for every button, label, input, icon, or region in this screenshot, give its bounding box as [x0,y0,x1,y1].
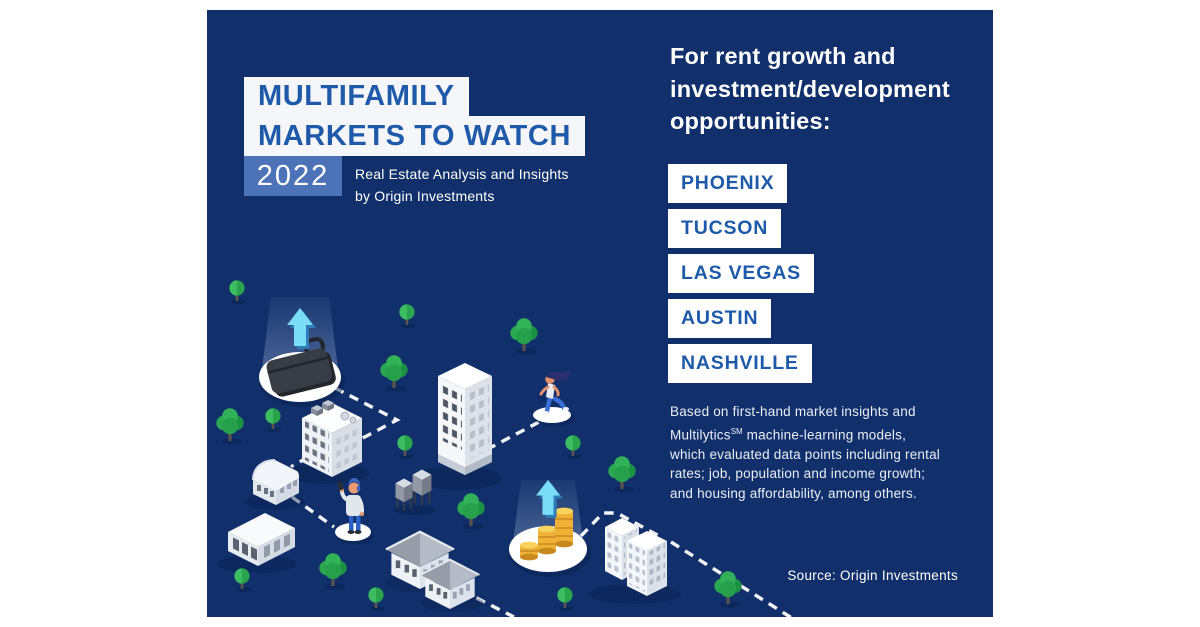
water-towers [394,468,436,515]
subtitle: Real Estate Analysis and Insights by Ori… [355,163,569,207]
note-line-4: rates; job, population and income growth… [670,466,926,481]
subtitle-line-2: by Origin Investments [355,188,495,204]
right-heading: For rent growth and investment/developme… [670,40,950,138]
title-line-1: MULTIFAMILY [244,77,469,116]
house [383,530,486,613]
city-list: PHOENIX TUCSON LAS VEGAS AUSTIN NASHVILL… [668,164,814,389]
heading-line-2: investment/development [670,75,950,102]
note-line-2-pre: Multilytics [670,427,731,442]
note-line-5: and housing affordability, among others. [670,485,917,501]
city-badge-tucson: TUCSON [668,209,782,248]
rooftop-ac-unit [311,400,334,416]
city-badge-phoenix: PHOENIX [668,164,788,203]
note-line-2: MultilyticsSM machine-learning models, [670,422,940,445]
year-text: 2022 [256,159,330,192]
running-person [539,370,571,415]
source-note: Source: Origin Investments [787,568,958,583]
mid-rise-building [285,400,369,484]
methodology-note: Based on first-hand market insights and … [670,402,940,503]
barrel-roof-warehouse [245,459,305,510]
city-badge-austin: AUSTIN [668,299,772,338]
note-line-2-post: machine-learning models, [742,427,907,442]
standing-person [337,478,364,534]
apartment-towers [589,518,681,604]
service-mark: SM [730,426,743,436]
title-line-2: MARKETS TO WATCH [244,116,586,156]
note-line-3: which evaluated data points including re… [670,446,940,462]
title-line-1-text: MULTIFAMILY [258,80,455,112]
heading-line-3: opportunities: [670,108,831,134]
low-warehouse [217,513,297,573]
office-tower [412,363,502,490]
year-badge: 2022 [244,156,342,196]
coins-icon [520,507,573,561]
subtitle-line-1: Real Estate Analysis and Insights [355,166,569,182]
city-badge-nashville: NASHVILLE [668,344,812,383]
navy-panel: MULTIFAMILY MARKETS TO WATCH 2022 Real E… [207,10,993,617]
title-line-2-text: MARKETS TO WATCH [258,119,572,152]
city-illustration [216,280,794,617]
note-line-1: Based on first-hand market insights and [670,404,916,419]
heading-line-1: For rent growth and [670,43,896,69]
city-badge-las-vegas: LAS VEGAS [668,254,814,293]
